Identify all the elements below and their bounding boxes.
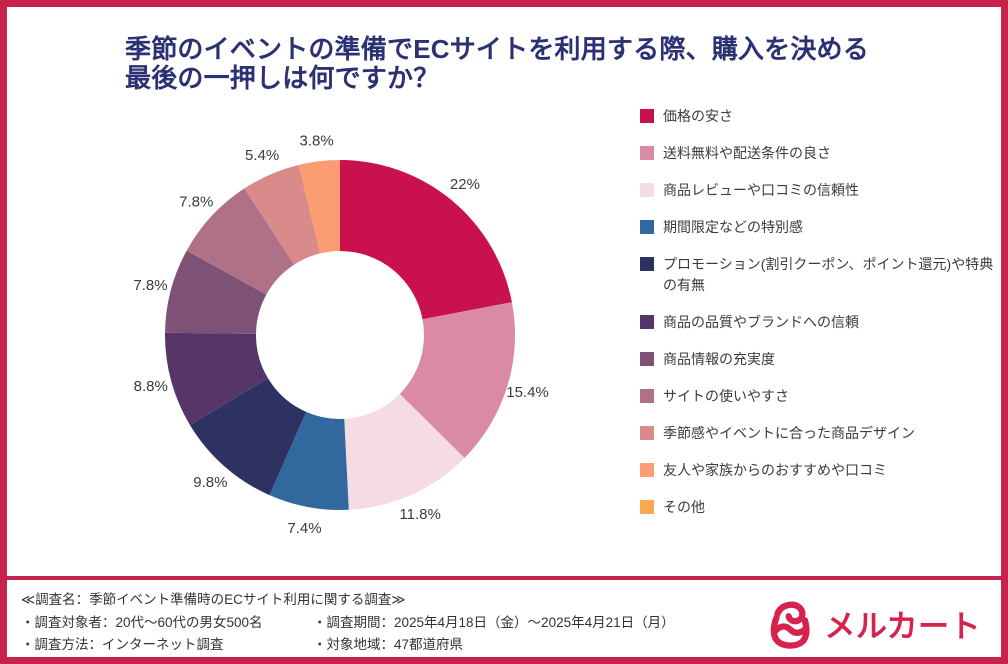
page-title-line1: 季節のイベントの準備でECサイトを利用する際、購入を決める xyxy=(125,34,869,64)
chart-legend: 価格の安さ送料無料や配送条件の良さ商品レビューや口コミの信頼性 期間限定などの特別… xyxy=(640,106,1001,518)
survey-method: ・調査方法：インターネット調査 xyxy=(21,637,224,653)
legend-label: プロモーション(割引クーポン、ポイント還元)や特典の有無 xyxy=(663,256,994,293)
page-title-line2: 最後の一押しは何ですか？ xyxy=(125,63,440,94)
donut-slice-4 xyxy=(189,378,307,496)
donut-slice-8 xyxy=(244,164,321,265)
legend-item-10: その他 xyxy=(640,497,1001,518)
legend-label: 期間限定などの特別感 xyxy=(663,219,803,235)
slice-value-label: 11.8% xyxy=(399,506,440,523)
page-title: 季節のイベントの準備でECサイトを利用する際、購入を決める 最後の一押しは何です… xyxy=(125,34,925,94)
brand-logo: メルカート xyxy=(763,594,981,652)
legend-label: 商品情報の充実度 xyxy=(663,351,775,367)
legend-label: 商品の品質やブランドへの信頼 xyxy=(663,314,859,330)
legend-item-1: 送料無料や配送条件の良さ xyxy=(640,143,1001,164)
legend-label: 季節感やイベントに合った商品デザイン xyxy=(663,425,915,441)
donut-slice-3 xyxy=(269,411,349,510)
donut-slice-6 xyxy=(165,250,267,334)
donut-chart: 22% 15.4% 11.8% 7.4% 9.8% 8.8% 7.8% 7.8% 5.4% 3.8… xyxy=(133,132,549,537)
legend-label: 友人や家族からのおすすめや口コミ xyxy=(663,462,887,478)
legend-swatch xyxy=(640,352,654,366)
slice-value-label: 22% xyxy=(450,176,480,193)
legend-swatch xyxy=(640,220,654,234)
slice-value-label: 7.8% xyxy=(179,194,213,211)
slice-value-label: 7.4% xyxy=(287,520,321,537)
legend-swatch xyxy=(640,257,654,271)
legend-item-8: 季節感やイベントに合った商品デザイン xyxy=(640,423,1001,444)
legend-label: その他 xyxy=(663,499,705,515)
slice-value-label: 3.8% xyxy=(300,132,334,149)
legend-item-5: 商品の品質やブランドへの信頼 xyxy=(640,312,1001,333)
shopping-bag-icon xyxy=(771,601,810,649)
legend-label: サイトの使いやすさ xyxy=(663,388,789,404)
survey-region: ・対象地域：47都道府県 xyxy=(313,637,464,653)
donut-slice-9 xyxy=(298,160,340,254)
legend-item-2: 商品レビューや口コミの信頼性 xyxy=(640,180,1001,201)
legend-item-7: サイトの使いやすさ xyxy=(640,386,1001,407)
donut-slice-2 xyxy=(344,394,465,510)
survey-period: ・調査期間：2025年4月18日（金）～2025年4月21日（月） xyxy=(313,614,675,630)
legend-label: 送料無料や配送条件の良さ xyxy=(663,145,831,161)
survey-respondents: ・調査対象者：20代～60代の男女500名 xyxy=(21,614,263,630)
legend-swatch xyxy=(640,426,654,440)
legend-swatch xyxy=(640,500,654,514)
footer-panel: ≪調査名：季節イベント準備時のECサイト利用に関する調査≫ ・調査対象者：20代… xyxy=(7,576,1001,657)
legend-swatch xyxy=(640,315,654,329)
legend-swatch xyxy=(640,109,654,123)
slice-value-label: 5.4% xyxy=(245,147,279,164)
legend-swatch xyxy=(640,183,654,197)
slice-value-label: 9.8% xyxy=(193,474,227,491)
slice-value-label: 7.8% xyxy=(133,277,167,294)
brand-logo-text: メルカート xyxy=(824,608,981,644)
legend-label: 商品レビューや口コミの信頼性 xyxy=(663,182,859,198)
legend-item-3: 期間限定などの特別感 xyxy=(640,217,1001,238)
legend-item-0: 価格の安さ xyxy=(640,106,1001,127)
legend-swatch xyxy=(640,146,654,160)
donut-slice-1 xyxy=(399,302,515,458)
slice-value-label: 8.8% xyxy=(134,378,168,395)
survey-name: ≪調査名：季節イベント準備時のECサイト利用に関する調査≫ xyxy=(21,592,406,607)
donut-slice-5 xyxy=(165,332,268,426)
legend-item-4: プロモーション(割引クーポン、ポイント還元)や特典の有無 xyxy=(640,254,1001,296)
legend-item-6: 商品情報の充実度 xyxy=(640,349,1001,370)
legend-swatch xyxy=(640,463,654,477)
legend-item-9: 友人や家族からのおすすめや口コミ xyxy=(640,460,1001,481)
legend-label: 価格の安さ xyxy=(663,108,733,124)
donut-slice-0 xyxy=(340,160,512,320)
donut-slice-7 xyxy=(186,188,295,295)
legend-swatch xyxy=(640,389,654,403)
slice-value-label: 15.4% xyxy=(506,384,549,401)
